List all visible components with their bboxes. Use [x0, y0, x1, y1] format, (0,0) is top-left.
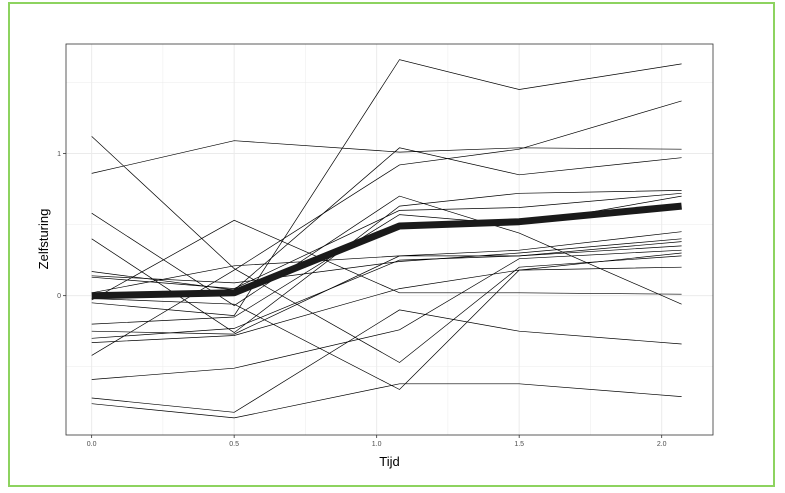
series-line-16: [91, 249, 682, 380]
mean-line: [91, 202, 682, 300]
series-line-4: [91, 190, 682, 334]
series-line-2: [91, 140, 682, 174]
series-line-1: [91, 136, 682, 363]
series-line-5: [91, 147, 682, 291]
series-line-14: [91, 266, 682, 343]
panel-border: [65, 43, 714, 436]
series-line-9: [91, 219, 682, 301]
plot-panel: [66, 44, 713, 435]
y-tick-label: 0: [57, 293, 61, 300]
series-line-19: [91, 252, 682, 390]
individual-series: [91, 59, 682, 419]
minor-gridlines: [66, 44, 713, 435]
mean-series: [91, 202, 682, 300]
series-line-6: [91, 192, 682, 289]
x-axis-title: Tijd: [379, 454, 399, 469]
x-tick-label: 0.0: [87, 441, 97, 448]
y-tick-label: 1: [57, 151, 61, 158]
y-axis-title: Zelfsturing: [36, 209, 51, 270]
x-axis: 0.0 0.5 1.0 1.5 2.0: [87, 435, 667, 448]
series-line-15: [91, 100, 682, 356]
series-line-17: [91, 309, 682, 413]
y-axis: 01: [57, 151, 66, 300]
x-tick-label: 2.0: [657, 441, 667, 448]
series-line-7: [91, 238, 682, 284]
x-tick-label: 1.5: [514, 441, 524, 448]
x-tick-label: 1.0: [372, 441, 382, 448]
series-line-10: [91, 59, 682, 316]
series-line-18: [91, 383, 682, 419]
x-tick-label: 0.5: [229, 441, 239, 448]
series-line-12: [91, 241, 682, 335]
series-line-13: [91, 245, 682, 339]
